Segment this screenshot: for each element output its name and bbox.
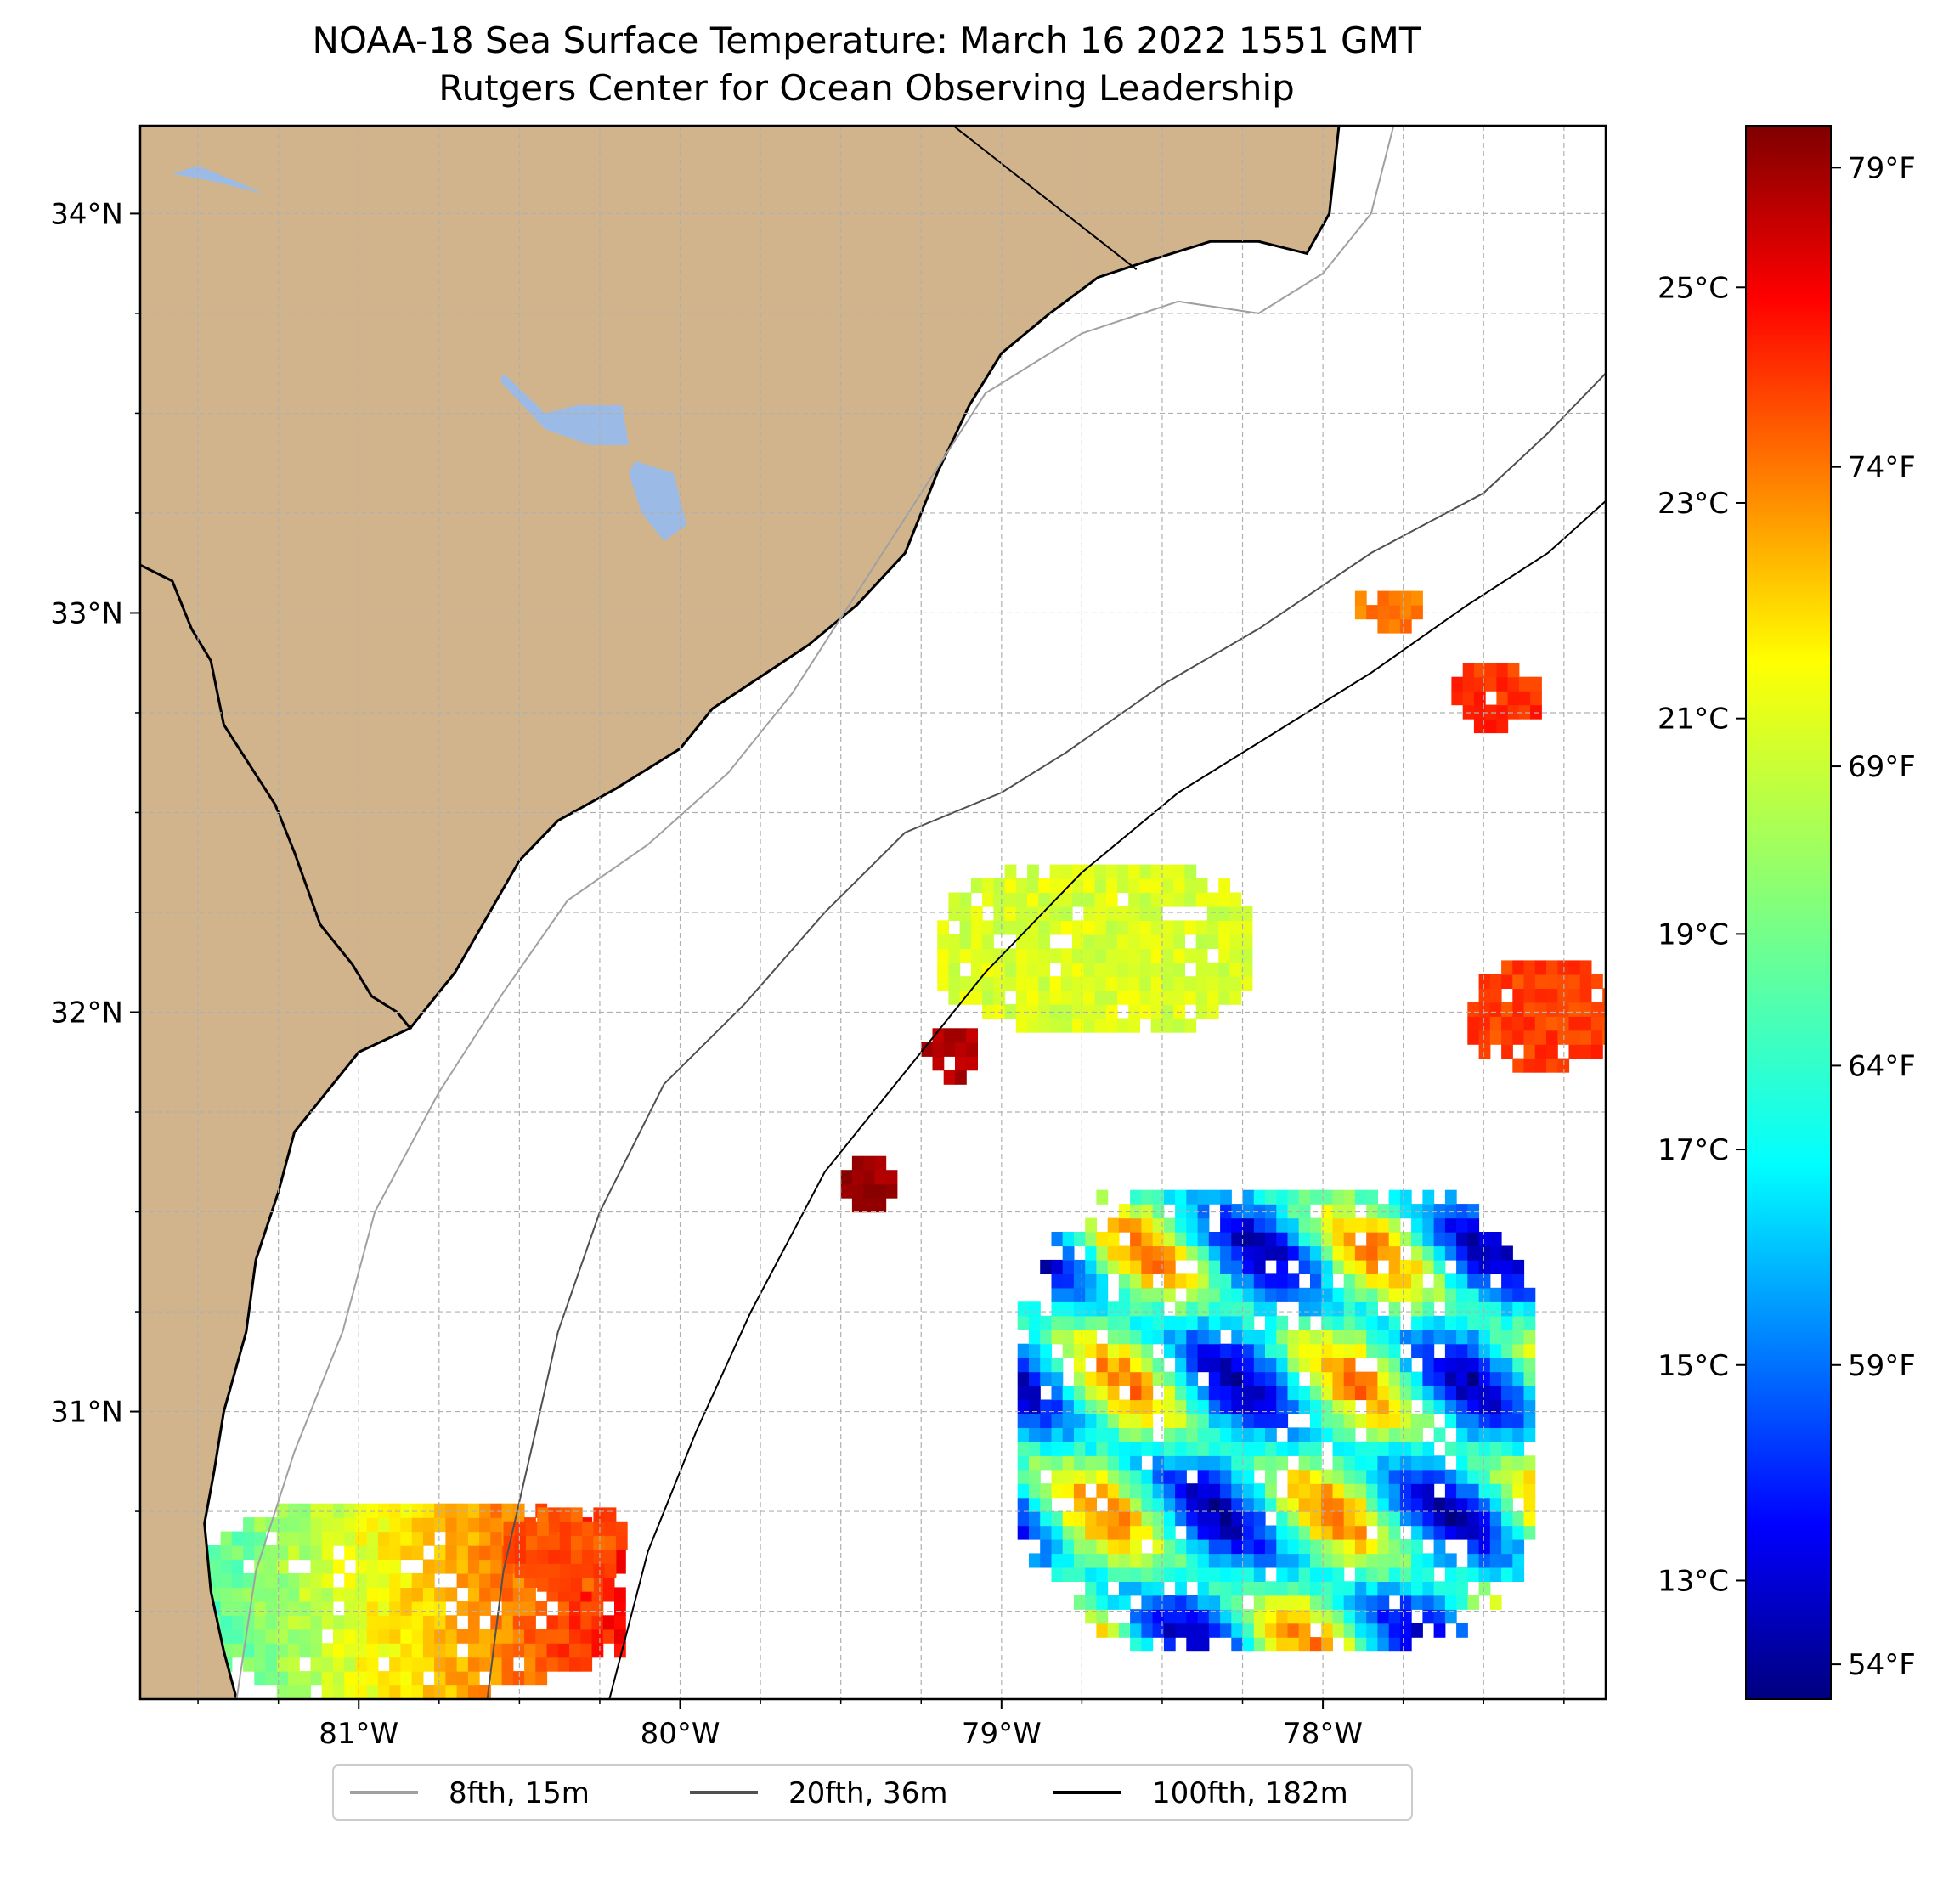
colorbar-celsius-label: 23°C <box>1658 487 1729 521</box>
colorbar-fahrenheit-label: 64°F <box>1848 1049 1916 1083</box>
sst-patch <box>1017 1189 1536 1652</box>
map-plot-area: 34°N 33°N 32°N 31°N 81°W 80°W 79°W 78°W <box>50 124 1607 1751</box>
state-border <box>952 126 1138 270</box>
colorbar-fahrenheit-label: 69°F <box>1848 750 1916 784</box>
legend-label-20fth: 20fth, 36m <box>788 1776 948 1810</box>
isobath-legend: 8fth, 15m 20fth, 36m 100fth, 182m <box>332 1764 1413 1821</box>
colorbar-fahrenheit-label: 74°F <box>1848 451 1916 485</box>
map-content <box>140 126 1606 1699</box>
sst-patch <box>503 1507 628 1592</box>
sst-patch <box>1467 960 1606 1073</box>
lat-tick-label: 34°N <box>50 197 123 231</box>
lon-tick-label: 79°W <box>962 1717 1042 1751</box>
lat-tick-label: 31°N <box>50 1396 123 1430</box>
colorbar: 13°C 15°C 17°C 19°C 21°C 23°C 25°C 54°F 59°F 64°F… <box>1658 125 1916 1700</box>
colorbar-fahrenheit-label: 54°F <box>1848 1648 1916 1682</box>
sst-patch <box>937 864 1253 1033</box>
legend-label-8fth: 8fth, 15m <box>449 1776 590 1810</box>
colorbar-celsius-label: 19°C <box>1658 917 1729 951</box>
gridlines <box>140 126 1606 1699</box>
lat-tick-label: 33°N <box>50 596 123 630</box>
sst-patch <box>921 1028 978 1085</box>
colorbar-celsius-label: 21°C <box>1658 703 1729 737</box>
legend-label-100fth: 100fth, 182m <box>1152 1776 1348 1810</box>
colorbar-fahrenheit-label: 79°F <box>1848 151 1916 185</box>
land-north <box>140 126 1339 1053</box>
map-axis-ticks: 34°N 33°N 32°N 31°N 81°W 80°W 79°W 78°W <box>50 197 1565 1751</box>
lon-tick-label: 81°W <box>319 1717 398 1751</box>
sst-patches <box>198 590 1606 1699</box>
sst-patch <box>198 1503 626 1699</box>
colorbar-celsius-label: 17°C <box>1658 1133 1729 1167</box>
map-subtitle: Rutgers Center for Ocean Observing Leade… <box>438 67 1295 109</box>
colorbar-fahrenheit-label: 59°F <box>1848 1349 1916 1383</box>
lon-tick-label: 80°W <box>641 1717 720 1751</box>
map-title: NOAA-18 Sea Surface Temperature: March 1… <box>313 20 1421 61</box>
lat-tick-label: 32°N <box>50 996 123 1030</box>
land-south <box>140 565 410 1699</box>
colorbar-celsius-label: 13°C <box>1658 1564 1729 1598</box>
sst-patch <box>1354 590 1423 634</box>
lake <box>172 166 279 202</box>
colorbar-gradient <box>1745 125 1832 1700</box>
lake <box>500 373 629 445</box>
coastline-north <box>409 126 1341 1030</box>
colorbar-ticks: 13°C 15°C 17°C 19°C 21°C 23°C 25°C 54°F 59°F 64°F… <box>1658 151 1916 1682</box>
isobath-20fth <box>486 372 1606 1699</box>
sst-patch <box>1451 663 1542 734</box>
lon-tick-label: 78°W <box>1283 1717 1363 1751</box>
colorbar-celsius-label: 15°C <box>1658 1349 1729 1383</box>
colorbar-celsius-label: 25°C <box>1658 271 1729 305</box>
lake <box>629 460 687 541</box>
sst-patch <box>840 1155 898 1213</box>
legend-box <box>332 1764 1413 1821</box>
